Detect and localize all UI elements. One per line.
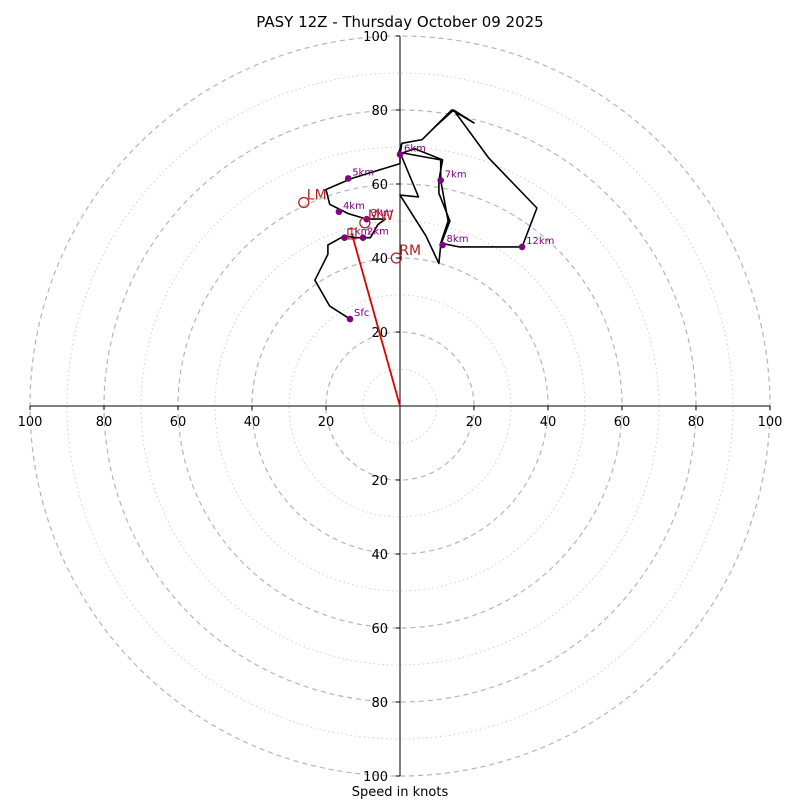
tick-label-east: 40 xyxy=(540,415,557,430)
height-label-4km: 4km xyxy=(343,201,365,212)
height-label-1km: 1km xyxy=(349,227,371,238)
tick-label-east: 60 xyxy=(614,415,631,430)
height-label-6km: 6km xyxy=(404,143,426,154)
shear-vector-line xyxy=(351,233,401,407)
tick-label-north: 60 xyxy=(371,178,388,193)
height-label-2km: 2km xyxy=(367,227,389,238)
mean-wind-marker xyxy=(347,228,357,240)
height-marker-2km xyxy=(359,234,367,241)
height-label-7km: 7km xyxy=(445,169,467,180)
hodograph-trace xyxy=(314,109,538,407)
height-marker-8km xyxy=(439,241,446,249)
tick-label-west: 60 xyxy=(170,415,187,430)
tick-label-east: 80 xyxy=(688,415,705,430)
height-marker-4km xyxy=(335,208,343,216)
tick-label-north: 100 xyxy=(363,30,388,45)
tick-label-east: 20 xyxy=(466,415,483,430)
tick-label-east: 100 xyxy=(758,415,783,430)
height-label-5km: 5km xyxy=(352,167,374,178)
x-axis-label: Speed in knots xyxy=(352,785,449,800)
height-label-8km: 8km xyxy=(447,234,469,245)
tick-label-north: 40 xyxy=(371,252,388,267)
tick-labels: 2040608010020406080100204060801002040608… xyxy=(18,30,783,785)
tick-label-west: 40 xyxy=(244,415,261,430)
storm-marker-lm xyxy=(298,196,310,209)
storm-marker-rm xyxy=(390,252,402,264)
height-marker-6km xyxy=(396,151,404,158)
tick-label-south: 60 xyxy=(371,622,388,637)
tick-label-south: 80 xyxy=(371,696,388,711)
height-marker-7km xyxy=(437,177,445,184)
height-marker-sfc xyxy=(346,315,354,323)
chart-title: PASY 12Z - Thursday October 09 2025 xyxy=(256,13,543,31)
height-label-3km: 3km xyxy=(371,208,393,219)
tick-label-west: 80 xyxy=(96,415,113,430)
height-label-sfc: Sfc xyxy=(354,308,369,319)
storm-motion-markers: LM MW RM xyxy=(298,188,421,264)
hodograph-line xyxy=(314,109,538,320)
storm-marker-mw xyxy=(359,217,371,229)
storm-label-lm: LM xyxy=(307,188,327,204)
height-marker-1km xyxy=(341,234,348,241)
height-marker-5km xyxy=(344,175,352,182)
tick-label-west: 100 xyxy=(18,415,43,430)
tick-label-south: 20 xyxy=(371,474,388,489)
tick-label-west: 20 xyxy=(318,415,335,430)
tick-label-south: 40 xyxy=(371,548,388,563)
tick-label-north: 80 xyxy=(371,104,388,119)
height-label-12km: 12km xyxy=(526,236,554,247)
storm-label-rm: RM xyxy=(399,243,421,259)
storm-label-mw: MW xyxy=(368,208,394,224)
height-marker-12km xyxy=(518,243,526,251)
tick-label-south: 100 xyxy=(363,770,388,785)
